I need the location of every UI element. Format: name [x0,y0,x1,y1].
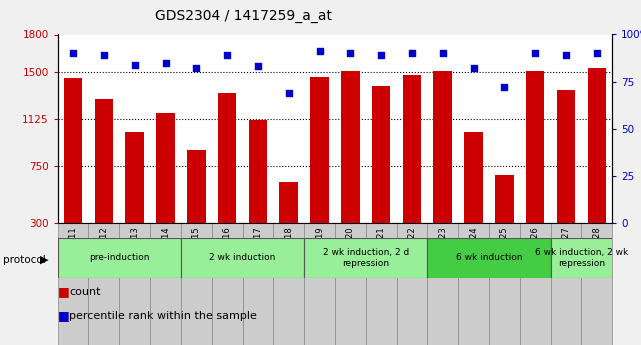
Point [469,66,479,71]
Bar [366,223,397,345]
Text: 2 wk induction: 2 wk induction [210,253,276,263]
Point [222,52,232,58]
Point [68,50,78,56]
Bar [588,68,606,260]
Text: ■: ■ [58,285,69,298]
Text: GSM76311: GSM76311 [69,226,78,272]
Point [160,60,171,66]
Bar [551,238,612,278]
Text: protocol: protocol [3,256,46,265]
Bar [187,150,206,260]
Bar [489,223,520,345]
Bar [520,223,551,345]
Text: GSM76328: GSM76328 [592,226,601,272]
Text: GDS2304 / 1417259_a_at: GDS2304 / 1417259_a_at [155,9,332,23]
Bar [526,71,544,260]
Bar [95,99,113,260]
Bar [126,132,144,260]
Bar [119,223,150,345]
Text: GSM76317: GSM76317 [253,226,262,272]
Bar [372,86,390,260]
Point [99,52,109,58]
Text: GSM76316: GSM76316 [222,226,231,272]
Point [499,85,510,90]
Point [253,64,263,69]
Text: GSM76327: GSM76327 [562,226,570,272]
Point [314,49,324,54]
Bar [335,223,366,345]
Text: GSM76324: GSM76324 [469,226,478,272]
Text: pre-induction: pre-induction [89,253,149,263]
Text: GSM76312: GSM76312 [99,226,108,272]
Bar [242,223,273,345]
Bar [304,238,428,278]
Bar [397,223,428,345]
Bar [458,223,489,345]
Text: 6 wk induction: 6 wk induction [456,253,522,263]
Text: GSM76318: GSM76318 [284,226,293,272]
Bar [556,90,575,260]
Text: percentile rank within the sample: percentile rank within the sample [69,311,257,321]
Text: GSM76315: GSM76315 [192,226,201,272]
Bar [150,223,181,345]
Point [407,50,417,56]
Bar [279,183,298,260]
Bar [310,77,329,260]
Bar [64,78,82,260]
Bar [581,223,612,345]
Point [561,52,571,58]
Bar [88,223,119,345]
Bar [249,120,267,260]
Bar [428,238,551,278]
Text: GSM76323: GSM76323 [438,226,447,272]
Text: ▶: ▶ [40,255,48,264]
Bar [58,238,181,278]
Point [438,50,448,56]
Bar [181,238,304,278]
Bar [428,223,458,345]
Text: GSM76314: GSM76314 [161,226,170,272]
Bar [495,175,513,260]
Bar [433,71,452,260]
Bar [551,223,581,345]
Text: GSM76326: GSM76326 [531,226,540,272]
Text: GSM76322: GSM76322 [408,226,417,272]
Bar [304,223,335,345]
Point [129,62,140,67]
Text: 2 wk induction, 2 d
repression: 2 wk induction, 2 d repression [322,248,409,268]
Text: GSM76320: GSM76320 [346,226,355,272]
Point [191,66,201,71]
Bar [212,223,242,345]
Bar [403,75,421,260]
Bar [58,223,88,345]
Text: GSM76319: GSM76319 [315,226,324,272]
Bar [273,223,304,345]
Text: 6 wk induction, 2 wk
repression: 6 wk induction, 2 wk repression [535,248,628,268]
Point [283,90,294,96]
Point [376,52,387,58]
Text: GSM76325: GSM76325 [500,226,509,272]
Bar [464,132,483,260]
Point [345,50,356,56]
Bar [181,223,212,345]
Text: GSM76321: GSM76321 [377,226,386,272]
Bar [156,113,175,260]
Point [530,50,540,56]
Text: GSM76313: GSM76313 [130,226,139,272]
Bar [341,71,360,260]
Text: count: count [69,287,101,296]
Text: ■: ■ [58,309,69,322]
Point [592,50,602,56]
Bar [218,93,237,260]
